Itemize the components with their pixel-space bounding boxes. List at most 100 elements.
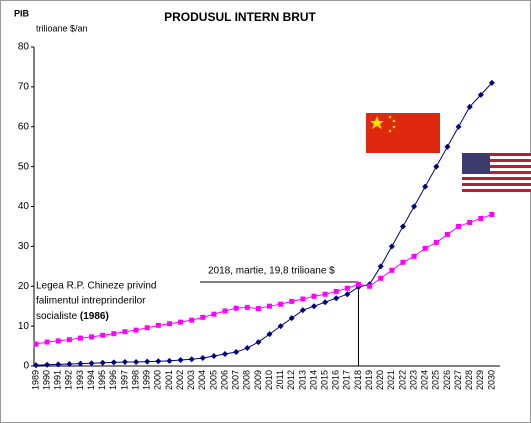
x-tick-label: 2004 <box>197 370 207 390</box>
point <box>66 337 72 343</box>
point <box>411 253 417 259</box>
point <box>367 283 373 289</box>
point <box>311 303 317 310</box>
point <box>122 329 128 335</box>
x-tick-label: 1993 <box>75 370 85 390</box>
china-flag <box>366 113 440 153</box>
x-tick-label: 2017 <box>342 370 352 390</box>
chart-title: PRODUSUL INTERN BRUT <box>164 10 316 24</box>
point <box>278 301 284 307</box>
point <box>377 263 384 270</box>
note-line: Legea R.P. Chineze privind <box>36 281 156 292</box>
point <box>210 353 217 360</box>
point <box>422 183 429 190</box>
point <box>289 298 295 304</box>
x-tick-label: 2001 <box>164 370 174 390</box>
y-tick-label: 30 <box>18 241 30 252</box>
y-tick-label: 10 <box>18 321 30 332</box>
x-tick-label: 1998 <box>130 370 140 390</box>
point <box>466 103 473 110</box>
point <box>299 307 306 314</box>
point <box>66 361 73 368</box>
point <box>399 223 406 230</box>
point <box>300 296 306 302</box>
y-tick-label: 50 <box>18 161 30 172</box>
x-tick-label: 2003 <box>186 370 196 390</box>
x-tick-label: 2002 <box>175 370 185 390</box>
point <box>267 303 273 309</box>
point <box>467 219 473 225</box>
x-tick-label: 1996 <box>108 370 118 390</box>
point <box>333 288 339 294</box>
point <box>233 305 239 311</box>
point <box>89 334 95 340</box>
x-tick-label: 2028 <box>464 370 474 390</box>
y-label: PIB <box>14 8 30 18</box>
x-tick-label: 2025 <box>431 370 441 390</box>
point <box>444 143 451 150</box>
note-line: falimentul intreprinderilor <box>36 296 146 307</box>
y-tick-label: 60 <box>18 121 30 132</box>
point <box>166 357 173 364</box>
point <box>266 331 273 338</box>
point <box>322 291 328 297</box>
x-tick-label: 2029 <box>475 370 485 390</box>
x-tick-label: 2007 <box>231 370 241 390</box>
point <box>244 345 251 352</box>
point <box>189 317 195 323</box>
x-tick-label: 2024 <box>420 370 430 390</box>
x-tick-label: 2014 <box>308 370 318 390</box>
point <box>433 239 439 245</box>
x-tick-label: 2008 <box>242 370 252 390</box>
point <box>177 357 184 364</box>
point <box>77 360 84 367</box>
point <box>455 123 462 130</box>
x-tick-label: 2009 <box>253 370 263 390</box>
point <box>333 295 340 302</box>
x-tick-label: 1995 <box>97 370 107 390</box>
x-tick-label: 1990 <box>41 370 51 390</box>
x-tick-label: 2000 <box>153 370 163 390</box>
x-tick-label: 1994 <box>86 370 96 390</box>
point <box>55 361 62 368</box>
point <box>255 339 262 346</box>
x-tick-label: 2015 <box>319 370 329 390</box>
point <box>33 341 39 347</box>
point <box>456 223 462 229</box>
point <box>44 339 50 345</box>
point <box>77 335 83 341</box>
x-tick-label: 1989 <box>30 370 40 390</box>
point <box>355 281 361 287</box>
point <box>121 359 128 366</box>
point <box>200 314 206 320</box>
x-tick-label: 2027 <box>453 370 463 390</box>
point <box>199 355 206 362</box>
point <box>233 349 240 356</box>
point <box>166 321 172 327</box>
x-tick-label: 2023 <box>408 370 418 390</box>
y-tick-label: 70 <box>18 82 30 93</box>
point <box>144 325 150 331</box>
x-tick-label: 1992 <box>64 370 74 390</box>
x-tick-label: 2022 <box>397 370 407 390</box>
point <box>155 358 162 365</box>
point <box>100 332 106 338</box>
point <box>322 299 329 306</box>
point <box>488 79 495 86</box>
point <box>155 322 161 328</box>
point <box>411 203 418 210</box>
y-tick-label: 20 <box>18 281 30 292</box>
y-tick-label: 0 <box>23 361 29 372</box>
x-tick-label: 2030 <box>486 370 496 390</box>
point <box>389 267 395 273</box>
point <box>44 361 51 368</box>
point <box>222 351 229 358</box>
x-tick-label: 2019 <box>364 370 374 390</box>
y-tick-label: 40 <box>18 201 30 212</box>
point <box>400 259 406 265</box>
x-tick-label: 2010 <box>264 370 274 390</box>
point <box>133 327 139 333</box>
x-tick-label: 1999 <box>142 370 152 390</box>
